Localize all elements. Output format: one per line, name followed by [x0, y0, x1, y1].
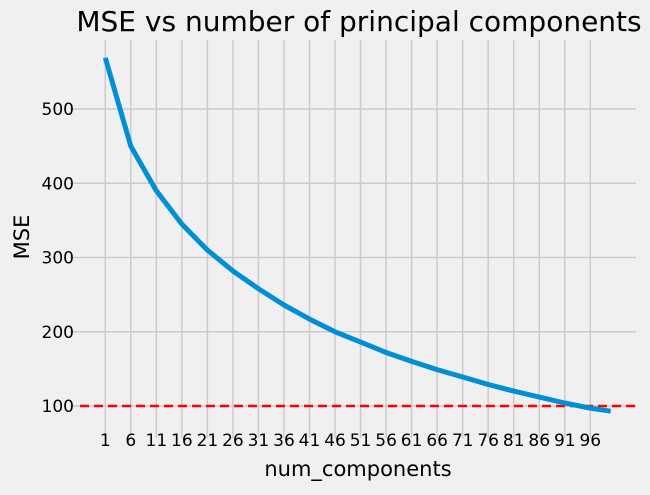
x-ticks: 1 6 11 16 21 26 31 36 41 46 51 56 61 66 71 76 81 86 91 96 — [100, 431, 601, 451]
x-tick-label: 16 — [171, 431, 193, 451]
grid — [70, 40, 636, 438]
x-tick-label: 91 — [554, 431, 576, 451]
x-tick-label: 21 — [197, 431, 219, 451]
y-tick-label: 100 — [42, 397, 74, 417]
x-tick-label: 41 — [299, 431, 321, 451]
x-tick-label: 66 — [426, 431, 448, 451]
x-tick-label: 46 — [324, 431, 346, 451]
x-tick-label: 61 — [401, 431, 423, 451]
x-axis-label: num_components — [264, 457, 451, 482]
y-tick-label: 400 — [42, 174, 74, 194]
x-tick-label: 1 — [100, 431, 111, 451]
x-tick-label: 51 — [350, 431, 372, 451]
x-tick-label: 76 — [477, 431, 499, 451]
x-tick-label: 11 — [146, 431, 168, 451]
x-tick-label: 56 — [375, 431, 397, 451]
y-axis-label: MSE — [10, 215, 34, 260]
y-ticks: 100 200 300 400 500 — [42, 100, 74, 417]
x-tick-label: 31 — [248, 431, 270, 451]
y-tick-label: 500 — [42, 100, 74, 120]
x-tick-label: 26 — [222, 431, 244, 451]
x-tick-label: 96 — [579, 431, 601, 451]
x-tick-label: 36 — [273, 431, 295, 451]
x-tick-label: 6 — [125, 431, 136, 451]
series-line — [102, 57, 612, 414]
x-tick-label: 81 — [503, 431, 525, 451]
x-tick-label: 71 — [452, 431, 474, 451]
y-tick-label: 300 — [42, 249, 74, 269]
x-tick-label: 86 — [528, 431, 550, 451]
y-tick-label: 200 — [42, 323, 74, 343]
chart-title: MSE vs number of principal components — [76, 5, 641, 38]
